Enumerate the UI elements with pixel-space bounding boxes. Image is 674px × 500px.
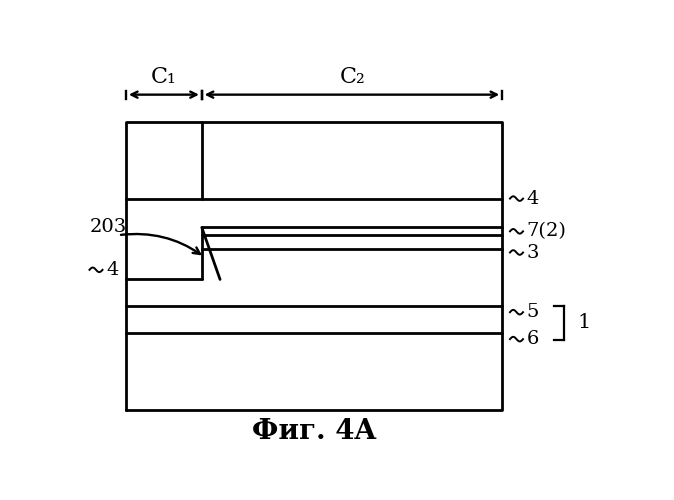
Text: 1: 1 — [578, 313, 591, 332]
Text: 5: 5 — [526, 303, 539, 321]
Text: Фиг. 4A: Фиг. 4A — [252, 418, 376, 445]
Text: C₂: C₂ — [339, 66, 365, 88]
Text: C₁: C₁ — [151, 66, 177, 88]
Text: 203: 203 — [90, 218, 127, 236]
Text: 3: 3 — [526, 244, 539, 262]
Text: 7(2): 7(2) — [526, 222, 567, 240]
Text: 4: 4 — [526, 190, 539, 208]
Text: 6: 6 — [526, 330, 539, 348]
Text: 4: 4 — [106, 261, 119, 279]
